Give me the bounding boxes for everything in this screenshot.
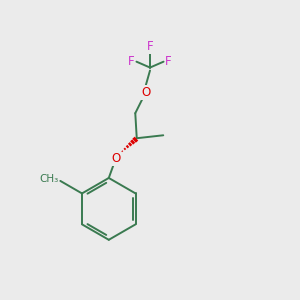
Text: O: O xyxy=(112,152,121,165)
Text: CH₃: CH₃ xyxy=(40,174,59,184)
Text: F: F xyxy=(165,55,172,68)
Text: F: F xyxy=(147,40,153,53)
Text: F: F xyxy=(128,55,135,68)
Text: O: O xyxy=(141,86,150,99)
